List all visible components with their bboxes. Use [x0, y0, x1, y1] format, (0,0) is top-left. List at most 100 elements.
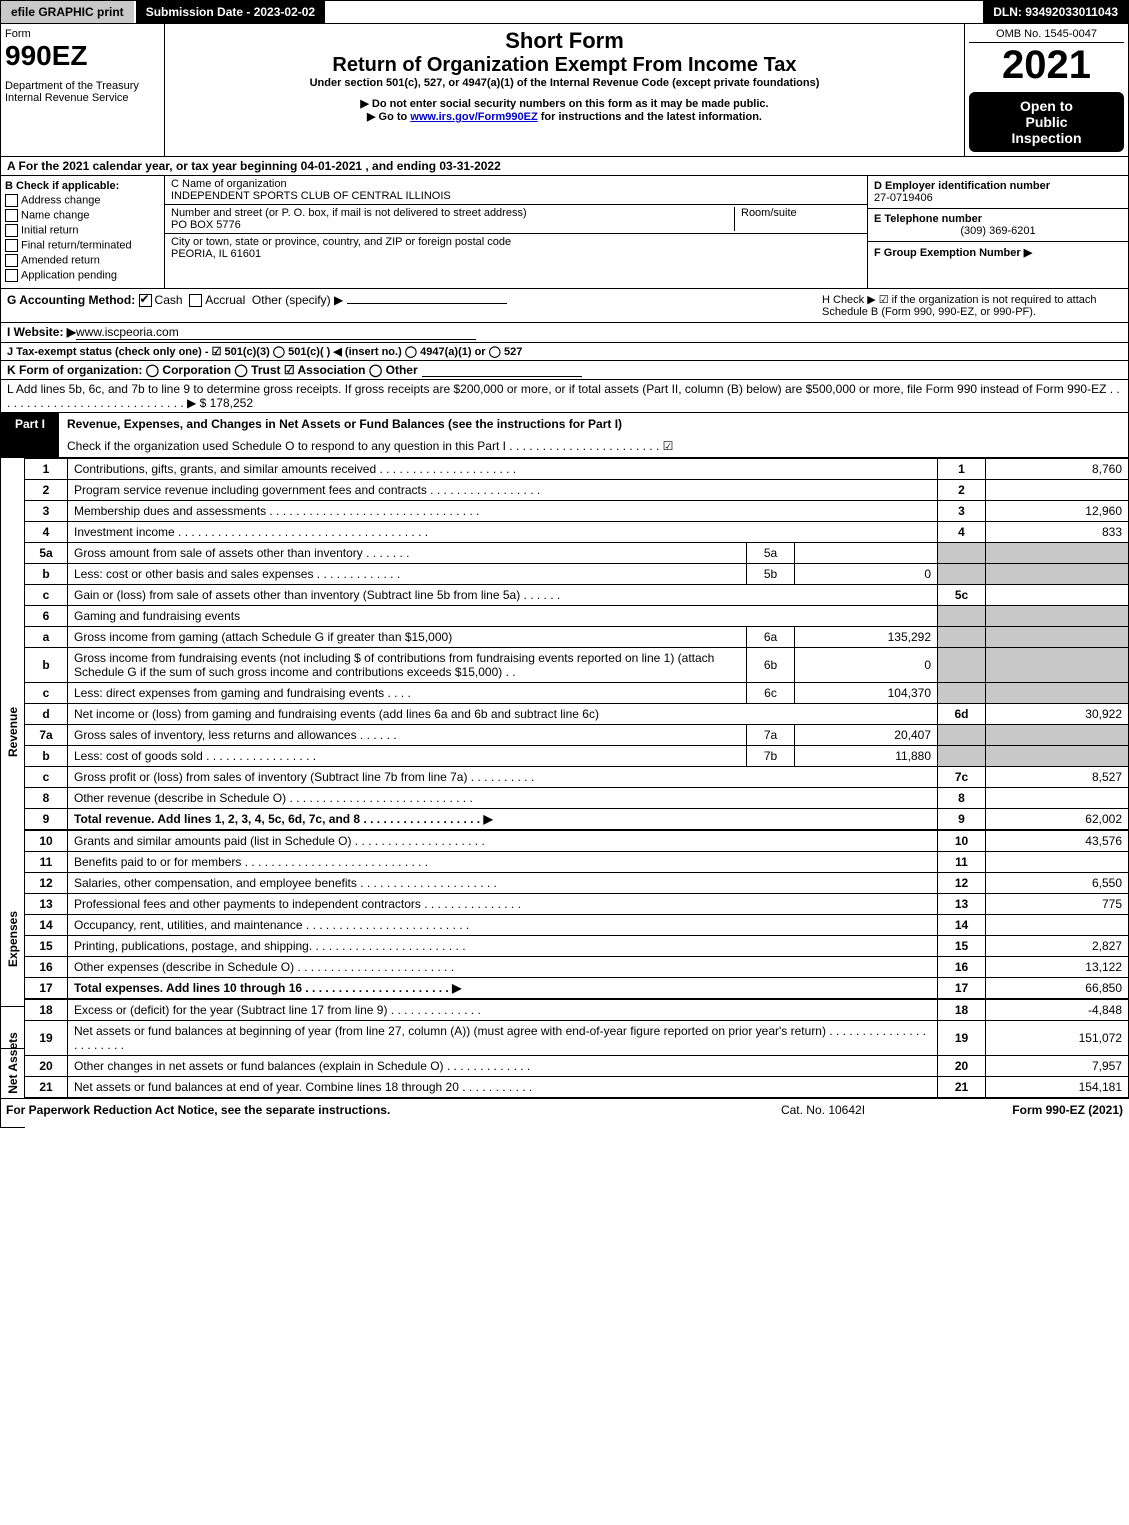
g-label: G Accounting Method: — [7, 293, 135, 307]
l6-rlbl — [938, 606, 986, 627]
line-21: 21Net assets or fund balances at end of … — [25, 1077, 1129, 1098]
cb-application-pending[interactable]: Application pending — [5, 269, 160, 282]
l6c-rlbl — [938, 683, 986, 704]
info-grid: B Check if applicable: Address change Na… — [0, 176, 1129, 289]
l7a-ml: 7a — [747, 725, 795, 746]
line-5a: 5aGross amount from sale of assets other… — [25, 543, 1129, 564]
l6d-val: 30,922 — [986, 704, 1129, 725]
cb-address-change[interactable]: Address change — [5, 194, 160, 207]
l3-num: 3 — [25, 501, 68, 522]
l13-rlbl: 13 — [938, 894, 986, 915]
cell-group-exemption: F Group Exemption Number ▶ — [868, 242, 1128, 263]
inspect-line3: Inspection — [973, 130, 1120, 146]
row-g-h: G Accounting Method: Cash Accrual Other … — [0, 289, 1129, 323]
inspect-line2: Public — [973, 114, 1120, 130]
line-18: 18Excess or (deficit) for the year (Subt… — [25, 1000, 1129, 1021]
l3-val: 12,960 — [986, 501, 1129, 522]
l7a-val — [986, 725, 1129, 746]
l1-desc: Contributions, gifts, grants, and simila… — [68, 459, 938, 480]
lines-table-netassets: 18Excess or (deficit) for the year (Subt… — [24, 999, 1129, 1098]
l12-val: 6,550 — [986, 873, 1129, 894]
line-5b: bLess: cost or other basis and sales exp… — [25, 564, 1129, 585]
l5a-mv — [795, 543, 938, 564]
k-other-input[interactable] — [422, 363, 582, 377]
l15-num: 15 — [25, 936, 68, 957]
form-label: Form — [5, 28, 160, 40]
cb-cash[interactable] — [139, 294, 152, 307]
l6c-mv: 104,370 — [795, 683, 938, 704]
footer-mid: Cat. No. 10642I — [723, 1103, 923, 1117]
l6c-ml: 6c — [747, 683, 795, 704]
l14-desc: Occupancy, rent, utilities, and maintena… — [68, 915, 938, 936]
l16-rlbl: 16 — [938, 957, 986, 978]
line-4: 4Investment income . . . . . . . . . . .… — [25, 522, 1129, 543]
l16-num: 16 — [25, 957, 68, 978]
l6d-rlbl: 6d — [938, 704, 986, 725]
l9-num: 9 — [25, 809, 68, 830]
l6-val — [986, 606, 1129, 627]
l8-desc: Other revenue (describe in Schedule O) .… — [68, 788, 938, 809]
city-value: PEORIA, IL 61601 — [171, 248, 861, 260]
l5a-val — [986, 543, 1129, 564]
l10-num: 10 — [25, 831, 68, 852]
l21-rlbl: 21 — [938, 1077, 986, 1098]
line-7c: cGross profit or (loss) from sales of in… — [25, 767, 1129, 788]
cell-ein: D Employer identification number 27-0719… — [868, 176, 1128, 209]
line-8: 8Other revenue (describe in Schedule O) … — [25, 788, 1129, 809]
l5a-ml: 5a — [747, 543, 795, 564]
other-specify-input[interactable] — [347, 303, 507, 304]
k-text: K Form of organization: ◯ Corporation ◯ … — [7, 363, 418, 377]
section-l: L Add lines 5b, 6c, and 7b to line 9 to … — [0, 380, 1129, 413]
l9-desc: Total revenue. Add lines 1, 2, 3, 4, 5c,… — [68, 809, 938, 830]
l13-desc: Professional fees and other payments to … — [68, 894, 938, 915]
cb-final-return[interactable]: Final return/terminated — [5, 239, 160, 252]
cb-accrual[interactable] — [189, 294, 202, 307]
l7a-rlbl — [938, 725, 986, 746]
efile-button[interactable]: efile GRAPHIC print — [1, 1, 136, 23]
l6b-rlbl — [938, 648, 986, 683]
section-b: B Check if applicable: Address change Na… — [1, 176, 165, 288]
l5b-val — [986, 564, 1129, 585]
i-label: I Website: ▶ — [7, 325, 76, 340]
cash-label: Cash — [155, 293, 183, 307]
l19-val: 151,072 — [986, 1021, 1129, 1056]
l5a-desc: Gross amount from sale of assets other t… — [68, 543, 747, 564]
l4-val: 833 — [986, 522, 1129, 543]
line-10: 10Grants and similar amounts paid (list … — [25, 831, 1129, 852]
netassets-side-text: Net Assets — [6, 1032, 20, 1094]
note2-pre: ▶ Go to — [367, 111, 410, 123]
top-bar: efile GRAPHIC print Submission Date - 20… — [0, 0, 1129, 24]
l11-num: 11 — [25, 852, 68, 873]
cb-amended-return[interactable]: Amended return — [5, 254, 160, 267]
l2-val — [986, 480, 1129, 501]
l6b-desc: Gross income from fundraising events (no… — [68, 648, 747, 683]
cb-initial-return[interactable]: Initial return — [5, 224, 160, 237]
c-label: C Name of organization — [171, 178, 861, 190]
line-6: 6Gaming and fundraising events — [25, 606, 1129, 627]
section-k: K Form of organization: ◯ Corporation ◯ … — [0, 361, 1129, 380]
l11-desc: Benefits paid to or for members . . . . … — [68, 852, 938, 873]
l7b-desc: Less: cost of goods sold . . . . . . . .… — [68, 746, 747, 767]
l5b-mv: 0 — [795, 564, 938, 585]
irs-label: Internal Revenue Service — [5, 92, 160, 104]
l2-rlbl: 2 — [938, 480, 986, 501]
cb-initial-return-label: Initial return — [21, 224, 78, 236]
submission-date-button[interactable]: Submission Date - 2023-02-02 — [136, 1, 327, 23]
line-1: 1Contributions, gifts, grants, and simil… — [25, 459, 1129, 480]
l6d-num: d — [25, 704, 68, 725]
line-9: 9Total revenue. Add lines 1, 2, 3, 4, 5c… — [25, 809, 1129, 830]
l8-rlbl: 8 — [938, 788, 986, 809]
l7a-mv: 20,407 — [795, 725, 938, 746]
l5b-rlbl — [938, 564, 986, 585]
row-city: City or town, state or province, country… — [165, 234, 867, 262]
l9-rlbl: 9 — [938, 809, 986, 830]
l20-desc: Other changes in net assets or fund bala… — [68, 1056, 938, 1077]
l8-num: 8 — [25, 788, 68, 809]
cb-name-change[interactable]: Name change — [5, 209, 160, 222]
street-label: Number and street (or P. O. box, if mail… — [171, 207, 734, 219]
l7c-val: 8,527 — [986, 767, 1129, 788]
irs-link[interactable]: www.irs.gov/Form990EZ — [410, 111, 537, 123]
l6b-num: b — [25, 648, 68, 683]
expenses-side-text: Expenses — [6, 911, 20, 967]
l4-desc: Investment income . . . . . . . . . . . … — [68, 522, 938, 543]
